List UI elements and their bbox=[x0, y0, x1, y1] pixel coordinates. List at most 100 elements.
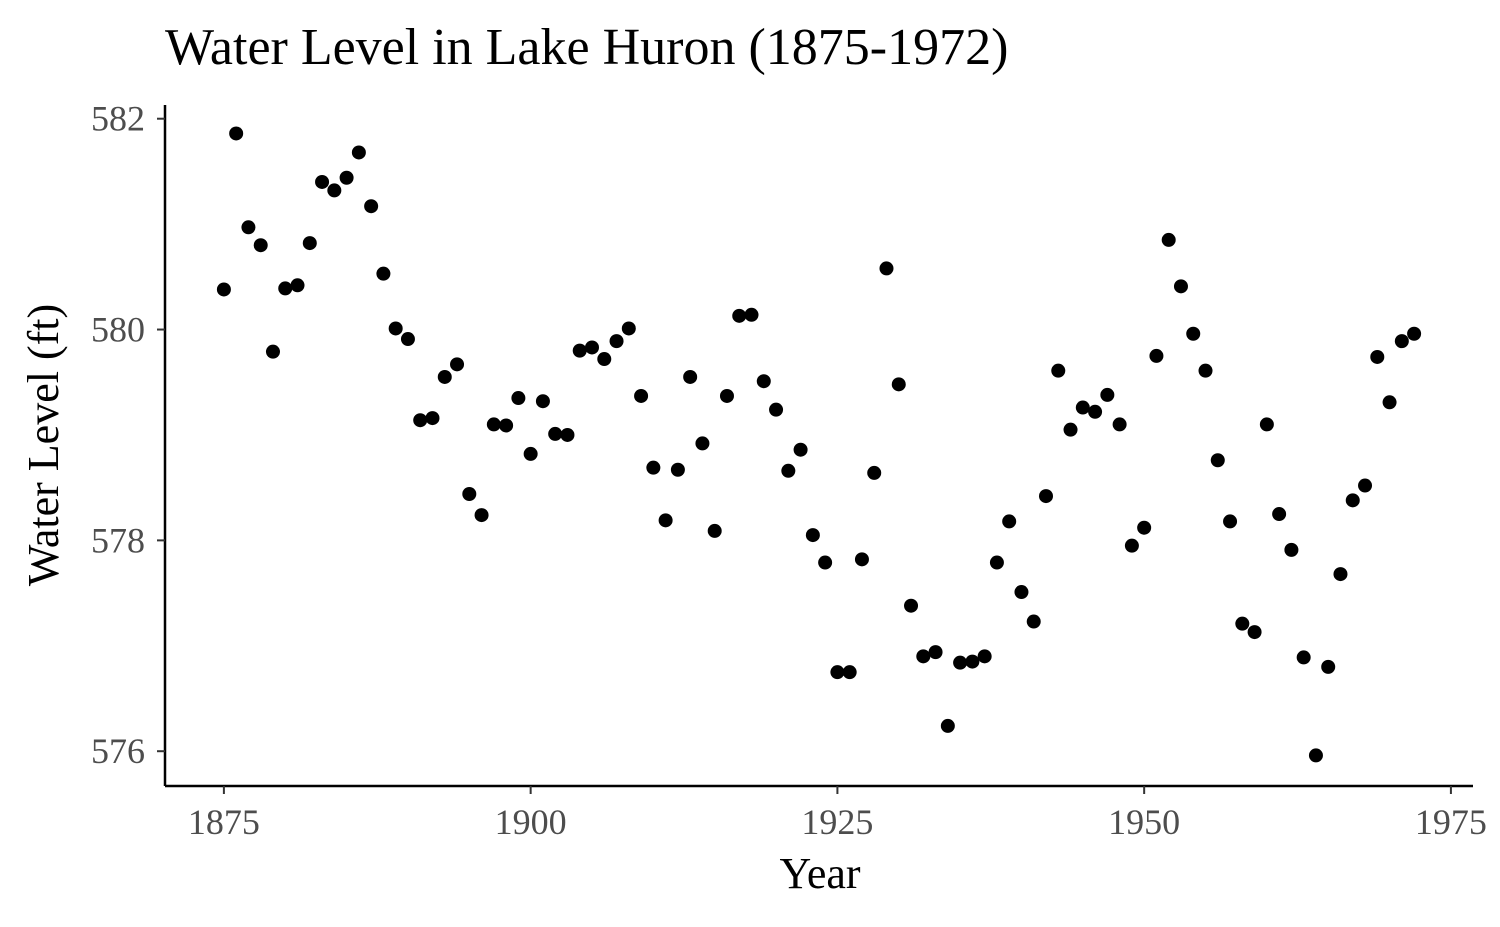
x-tick-label: 1950 bbox=[1108, 802, 1180, 842]
data-point bbox=[953, 655, 968, 670]
data-point bbox=[413, 413, 428, 428]
data-point bbox=[818, 555, 833, 570]
data-point bbox=[351, 145, 366, 160]
data-point bbox=[572, 343, 587, 358]
data-point bbox=[1051, 363, 1066, 378]
data-point bbox=[511, 391, 526, 406]
data-point bbox=[989, 555, 1004, 570]
data-point bbox=[302, 236, 317, 251]
data-point bbox=[1345, 493, 1360, 508]
data-point bbox=[854, 552, 869, 567]
data-point bbox=[535, 394, 550, 409]
x-tick-label: 1925 bbox=[801, 802, 873, 842]
data-point bbox=[1063, 422, 1078, 437]
data-point bbox=[499, 418, 514, 433]
data-point bbox=[1259, 417, 1274, 432]
data-point bbox=[462, 486, 477, 501]
data-point bbox=[486, 417, 501, 432]
data-point bbox=[216, 282, 231, 297]
data-point bbox=[1075, 400, 1090, 415]
x-tick-label: 1975 bbox=[1415, 802, 1487, 842]
data-point bbox=[560, 427, 575, 442]
data-point bbox=[1161, 232, 1176, 247]
data-point bbox=[1272, 507, 1287, 522]
data-point bbox=[1038, 489, 1053, 504]
y-tick-label: 576 bbox=[91, 731, 145, 771]
data-point bbox=[1198, 363, 1213, 378]
data-point bbox=[1112, 417, 1127, 432]
x-axis-title: Year bbox=[779, 849, 860, 898]
data-point bbox=[1186, 326, 1201, 341]
data-point bbox=[290, 278, 305, 293]
data-point bbox=[1370, 349, 1385, 364]
data-point bbox=[1308, 748, 1323, 763]
data-points bbox=[216, 126, 1422, 763]
data-point bbox=[450, 357, 465, 372]
data-point bbox=[1088, 404, 1103, 419]
data-point bbox=[634, 388, 649, 403]
data-point bbox=[474, 508, 489, 523]
data-point bbox=[1137, 520, 1152, 535]
data-point bbox=[646, 460, 661, 475]
y-tick-label: 580 bbox=[91, 310, 145, 350]
data-point bbox=[523, 446, 538, 461]
x-tick-label: 1900 bbox=[495, 802, 567, 842]
data-point bbox=[1296, 650, 1311, 665]
x-axis: 1875 1900 1925 1950 1975 bbox=[165, 784, 1487, 842]
data-point bbox=[1100, 387, 1115, 402]
y-axis-title: Water Level (ft) bbox=[19, 304, 68, 586]
data-point bbox=[916, 649, 931, 664]
data-point bbox=[278, 281, 293, 296]
data-point bbox=[1149, 348, 1164, 363]
data-point bbox=[364, 199, 379, 214]
data-point bbox=[388, 321, 403, 336]
data-point bbox=[781, 463, 796, 478]
data-point bbox=[867, 465, 882, 480]
data-point bbox=[1247, 625, 1262, 640]
data-point bbox=[683, 369, 698, 384]
data-point bbox=[1358, 478, 1373, 493]
data-point bbox=[265, 344, 280, 359]
data-point bbox=[1382, 395, 1397, 410]
data-point bbox=[830, 665, 845, 680]
data-point bbox=[548, 426, 563, 441]
data-point bbox=[1124, 538, 1139, 553]
data-point bbox=[1173, 279, 1188, 294]
data-point bbox=[1026, 614, 1041, 629]
data-point bbox=[1210, 453, 1225, 468]
data-point bbox=[793, 442, 808, 457]
data-point bbox=[1333, 567, 1348, 582]
data-point bbox=[339, 170, 354, 185]
data-point bbox=[977, 649, 992, 664]
data-point bbox=[707, 523, 722, 538]
data-point bbox=[1407, 326, 1422, 341]
data-point bbox=[1223, 514, 1238, 529]
data-point bbox=[1002, 514, 1017, 529]
data-point bbox=[1321, 659, 1336, 674]
data-point bbox=[327, 183, 342, 198]
data-point bbox=[1014, 585, 1029, 600]
data-point bbox=[879, 261, 894, 276]
data-point bbox=[719, 388, 734, 403]
data-point bbox=[621, 321, 636, 336]
data-point bbox=[965, 654, 980, 669]
y-axis: 576 578 580 582 bbox=[91, 99, 167, 786]
data-point bbox=[315, 174, 330, 189]
data-point bbox=[744, 307, 759, 322]
data-point bbox=[658, 513, 673, 528]
data-point bbox=[400, 332, 415, 347]
data-point bbox=[769, 402, 784, 417]
data-point bbox=[842, 665, 857, 680]
data-point bbox=[437, 369, 452, 384]
data-point bbox=[732, 308, 747, 323]
data-point bbox=[805, 528, 820, 543]
chart-title: Water Level in Lake Huron (1875-1972) bbox=[165, 19, 1008, 76]
data-point bbox=[597, 352, 612, 367]
data-point bbox=[1235, 616, 1250, 631]
x-tick-label: 1875 bbox=[188, 802, 260, 842]
data-point bbox=[253, 238, 268, 253]
data-point bbox=[229, 126, 244, 141]
data-point bbox=[1394, 334, 1409, 349]
data-point bbox=[425, 411, 440, 426]
